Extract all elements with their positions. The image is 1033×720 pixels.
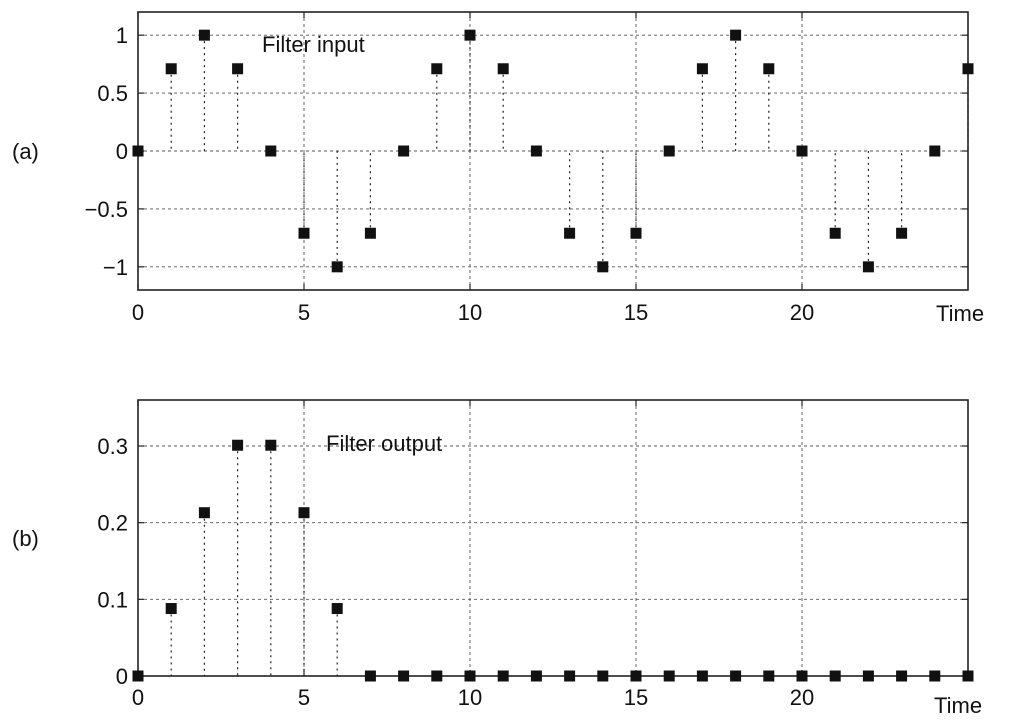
data-point: [497, 670, 509, 682]
y-tick-label: 0.3: [97, 434, 128, 459]
data-point: [165, 603, 177, 615]
panel-label: (b): [12, 526, 39, 551]
data-point: [232, 439, 244, 451]
y-tick-label: 0.1: [97, 587, 128, 612]
data-point: [597, 261, 609, 273]
data-point: [929, 670, 941, 682]
data-point: [763, 670, 775, 682]
y-tick-label: 0: [116, 139, 128, 164]
y-tick-label: 1: [116, 23, 128, 48]
data-point: [663, 145, 675, 157]
x-axis-title: Time: [936, 301, 984, 326]
data-point: [364, 227, 376, 239]
data-point: [265, 145, 277, 157]
data-point: [265, 439, 277, 451]
y-tick-label: 0.2: [97, 511, 128, 536]
panel-a: Filter input 0 5 10 15 20 1 0.5 0 −0.5 −1 Time (a): [12, 11, 984, 326]
data-point: [331, 603, 343, 615]
data-point: [696, 63, 708, 75]
data-point: [862, 670, 874, 682]
x-tick-label: 15: [624, 685, 648, 710]
data-point: [398, 670, 410, 682]
data-point: [829, 670, 841, 682]
x-tick-label: 20: [790, 300, 814, 325]
y-tick-label: 0: [116, 664, 128, 689]
data-point: [862, 261, 874, 273]
data-point: [962, 670, 974, 682]
data-point: [497, 63, 509, 75]
panel-label: (a): [12, 139, 39, 164]
x-axis-title: Time: [934, 693, 982, 718]
series-annotation: Filter input: [262, 32, 365, 57]
data-point: [298, 227, 310, 239]
data-point: [364, 670, 376, 682]
plot-frame: [137, 399, 969, 677]
data-point: [564, 227, 576, 239]
x-tick-label: 10: [458, 300, 482, 325]
data-point: [232, 63, 244, 75]
data-point: [630, 670, 642, 682]
data-point: [198, 29, 210, 41]
y-tick-label: 0.5: [97, 81, 128, 106]
data-point: [929, 145, 941, 157]
data-point: [431, 63, 443, 75]
data-point: [829, 227, 841, 239]
panel-b: Filter output 0 5 10 15 20 0.3 0.2 0.1 0 Time (b): [12, 399, 982, 718]
data-point: [896, 227, 908, 239]
series-annotation: Filter output: [326, 431, 442, 456]
data-point: [763, 63, 775, 75]
x-tick-label: 10: [458, 685, 482, 710]
x-tick-label: 5: [298, 685, 310, 710]
data-point: [331, 261, 343, 273]
data-point: [165, 63, 177, 75]
data-point: [962, 63, 974, 75]
data-point: [597, 670, 609, 682]
data-point: [896, 670, 908, 682]
data-point: [564, 670, 576, 682]
x-tick-label: 15: [624, 300, 648, 325]
data-point: [730, 670, 742, 682]
x-tick-label: 5: [298, 300, 310, 325]
data-point: [796, 145, 808, 157]
x-tick-label: 0: [132, 685, 144, 710]
data-point: [730, 29, 742, 41]
data-point: [663, 670, 675, 682]
data-point: [431, 670, 443, 682]
data-point: [132, 670, 144, 682]
y-tick-label: −1: [103, 255, 128, 280]
data-point: [198, 507, 210, 519]
y-tick-label: −0.5: [85, 197, 128, 222]
data-point: [132, 145, 144, 157]
data-point: [398, 145, 410, 157]
data-point: [298, 507, 310, 519]
data-point: [464, 29, 476, 41]
data-point: [530, 670, 542, 682]
data-point: [464, 670, 476, 682]
data-point: [530, 145, 542, 157]
data-point: [796, 670, 808, 682]
x-tick-label: 0: [132, 300, 144, 325]
data-point: [696, 670, 708, 682]
x-tick-label: 20: [790, 685, 814, 710]
data-point: [630, 227, 642, 239]
